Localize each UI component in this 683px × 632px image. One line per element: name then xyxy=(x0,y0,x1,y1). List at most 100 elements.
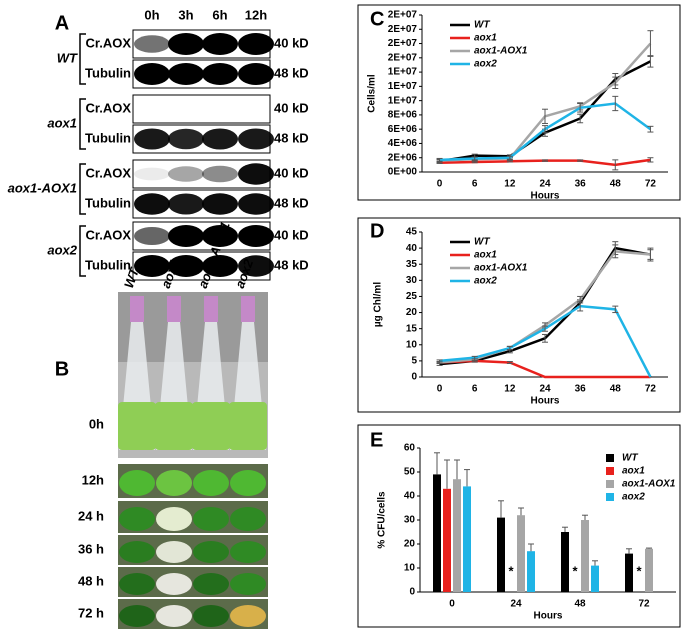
y-tick-label: 8E+06 xyxy=(388,110,418,121)
flask-neck xyxy=(130,296,144,322)
legend-label: aox1 xyxy=(474,250,497,261)
y-tick-label: 0E+00 xyxy=(388,167,418,178)
error-bar xyxy=(436,359,443,363)
size-label: 40 kD xyxy=(274,100,309,115)
group-bracket xyxy=(79,225,86,277)
bar xyxy=(433,474,441,592)
bar xyxy=(517,515,525,592)
error-bar xyxy=(471,355,478,360)
error-bar xyxy=(582,514,588,520)
error-bar xyxy=(436,157,443,162)
y-axis-title: Cells/ml xyxy=(367,74,378,113)
culture xyxy=(193,507,229,531)
error-bar xyxy=(542,125,548,134)
blot-band xyxy=(134,128,170,150)
culture xyxy=(230,507,266,531)
time-label: 0h xyxy=(89,416,104,431)
y-axis-title: % CFU/cells xyxy=(377,491,388,549)
error-bar xyxy=(612,95,619,112)
time-label: 36 h xyxy=(78,541,104,556)
bar xyxy=(527,551,535,592)
culture xyxy=(119,605,155,627)
panel-frame xyxy=(357,424,681,628)
protein-label: Cr.AOX xyxy=(85,100,131,115)
bar xyxy=(463,486,471,592)
culture xyxy=(193,470,229,496)
panel-label: C xyxy=(370,8,384,30)
legend-swatch xyxy=(606,493,614,501)
size-label: 48 kD xyxy=(274,130,309,145)
error-bar xyxy=(577,300,584,312)
error-bar xyxy=(577,159,584,162)
blot-band xyxy=(202,63,238,85)
culture xyxy=(119,470,155,496)
culture xyxy=(230,541,266,563)
error-bar xyxy=(464,469,470,487)
error-bar xyxy=(542,108,548,124)
legend-swatch xyxy=(606,467,614,475)
error-bar xyxy=(434,452,440,475)
blot-band xyxy=(238,163,274,185)
x-tick-label: 6 xyxy=(472,384,478,395)
protein-label: Cr.AOX xyxy=(85,227,131,242)
legend-label: aox1 xyxy=(622,466,645,477)
blot-strip xyxy=(132,94,271,124)
x-axis-title: Hours xyxy=(531,191,560,202)
blot-band xyxy=(202,33,238,55)
panel-label: A xyxy=(55,12,69,34)
y-tick-label: 0 xyxy=(411,372,417,383)
error-bar xyxy=(444,459,450,489)
blot-band xyxy=(168,166,204,182)
lane-label: 0h xyxy=(144,7,159,22)
legend-label: aox1-AOX1 xyxy=(474,46,528,57)
size-label: 48 kD xyxy=(274,195,309,210)
blot-band xyxy=(134,227,170,245)
blot-band xyxy=(238,33,274,55)
time-label: 72 h xyxy=(78,605,104,620)
flask-neck xyxy=(204,296,218,322)
blot-band xyxy=(134,35,170,53)
culture xyxy=(230,470,266,496)
culture xyxy=(119,573,155,595)
error-bar xyxy=(518,507,524,516)
error-bar xyxy=(647,157,654,163)
legend-label: aox2 xyxy=(474,59,497,70)
x-tick-label: 72 xyxy=(638,599,650,610)
time-label: 48 h xyxy=(78,573,104,588)
flask-neck xyxy=(241,296,255,322)
error-bar xyxy=(647,30,654,57)
annotation: * xyxy=(636,563,642,578)
y-tick-label: 10 xyxy=(406,339,418,350)
blot-band xyxy=(238,255,274,277)
error-bar xyxy=(646,547,652,549)
error-bar xyxy=(542,159,548,162)
x-tick-label: 48 xyxy=(610,179,622,190)
error-bar xyxy=(528,543,534,552)
bar xyxy=(581,520,589,592)
group-label: WT xyxy=(57,50,78,65)
error-bar xyxy=(542,333,548,343)
protein-label: Tubulin xyxy=(85,130,131,145)
blot-band xyxy=(168,63,204,85)
lane-label: 12h xyxy=(245,7,267,22)
strain-label: WT xyxy=(121,265,142,290)
series-line xyxy=(439,42,652,162)
culture xyxy=(119,507,155,531)
series-line xyxy=(439,250,651,364)
group-label: aox1-AOX1 xyxy=(8,180,77,195)
error-bar xyxy=(506,345,513,351)
blot-band xyxy=(202,193,238,215)
size-label: 48 kD xyxy=(274,65,309,80)
blot-band xyxy=(168,128,204,150)
error-bar xyxy=(471,160,478,164)
legend-label: aox1-AOX1 xyxy=(622,479,676,490)
x-tick-label: 24 xyxy=(510,599,522,610)
culture xyxy=(193,541,229,563)
culture xyxy=(155,402,193,450)
culture xyxy=(119,541,155,563)
panel-frame xyxy=(357,217,681,413)
x-axis-title: Hours xyxy=(531,396,560,407)
culture xyxy=(193,573,229,595)
y-tick-label: 30 xyxy=(406,275,418,286)
